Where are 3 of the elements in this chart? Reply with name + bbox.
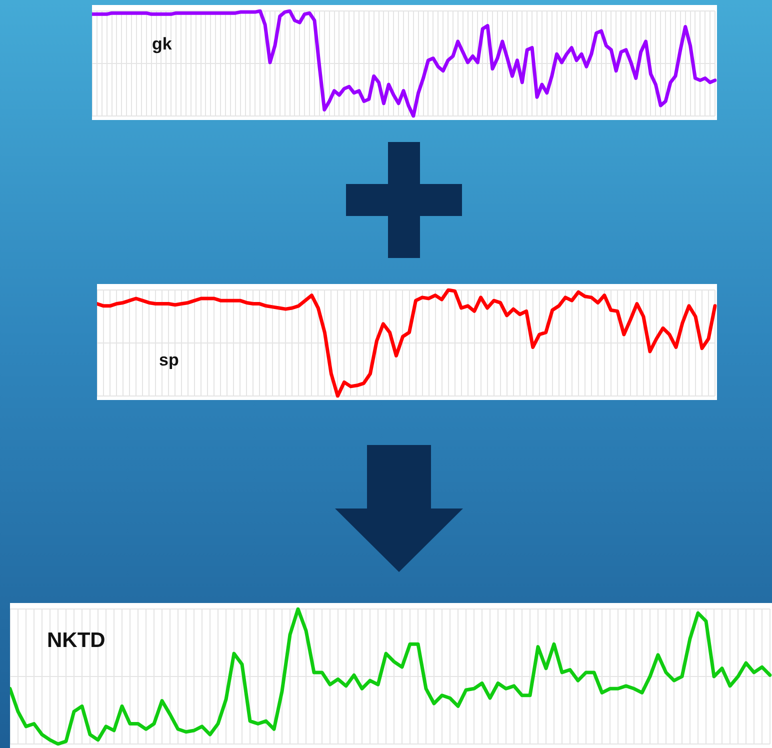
text: sp xyxy=(159,350,179,370)
text: gk xyxy=(152,34,172,54)
text: NKTD xyxy=(47,628,106,652)
